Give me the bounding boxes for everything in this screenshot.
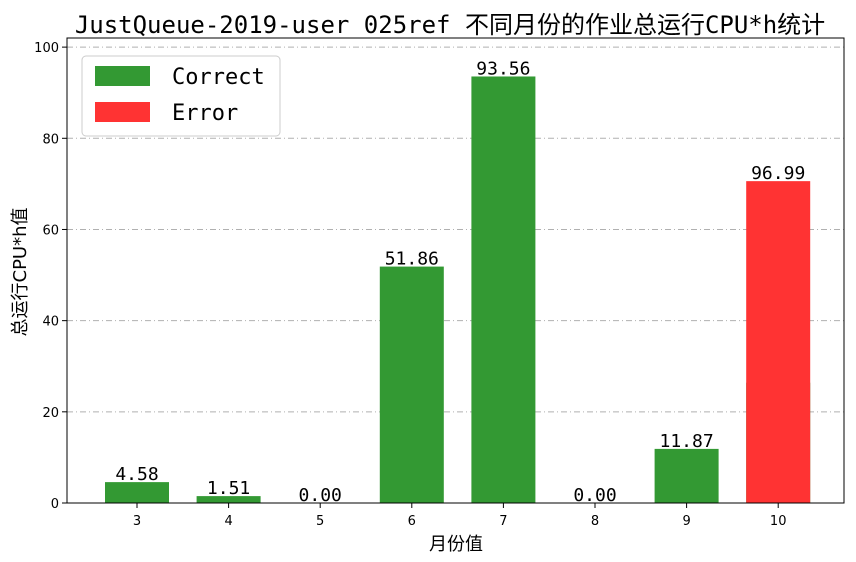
x-tick-label-9: 9 (682, 514, 690, 529)
y-axis-label: 总运行CPU*h值 (10, 207, 31, 336)
data-label-10: 96.99 (751, 163, 805, 184)
data-label-6: 51.86 (385, 249, 439, 270)
y-tick-label: 60 (42, 223, 59, 238)
x-axis-ticks: 3 4 5 6 7 8 9 10 (133, 503, 787, 529)
y-tick-label: 20 (42, 406, 59, 421)
legend-label-error: Error (172, 101, 238, 126)
legend: Correct Error (81, 55, 281, 137)
x-tick-label-10: 10 (770, 514, 787, 529)
x-tick-label-3: 3 (133, 514, 141, 529)
x-tick-label-6: 6 (408, 514, 416, 529)
bar-correct-3 (105, 482, 169, 503)
data-label-8: 0.00 (573, 485, 616, 506)
bar-correct-9 (654, 448, 719, 503)
x-axis-label: 月份值 (429, 534, 483, 555)
legend-label-correct: Correct (172, 65, 265, 90)
bar-error-10 (746, 181, 811, 503)
data-label-9: 11.87 (660, 431, 714, 452)
bars-layer (105, 76, 811, 503)
legend-swatch-error (95, 102, 150, 122)
bar-correct-7 (471, 76, 536, 503)
y-axis-ticks: 0 20 40 60 80 100 (34, 41, 67, 512)
chart-title: JustQueue-2019-user_025ref 不同月份的作业总运行CPU… (75, 11, 825, 39)
data-label-5: 0.00 (299, 485, 342, 506)
y-tick-label: 80 (42, 132, 59, 147)
data-label-3: 4.58 (115, 464, 158, 485)
bar-correct-6 (379, 266, 444, 503)
y-tick-label: 40 (42, 315, 59, 330)
data-labels-layer: 4.58 1.51 0.00 51.86 93.56 0.00 11.87 96.99 (115, 58, 805, 506)
x-tick-label-7: 7 (499, 514, 507, 529)
x-tick-label-8: 8 (591, 514, 599, 529)
legend-swatch-correct (95, 66, 150, 86)
x-tick-label-4: 4 (224, 514, 232, 529)
data-label-4: 1.51 (207, 478, 250, 499)
bar-correct-4 (196, 496, 261, 503)
data-label-7: 93.56 (476, 58, 530, 79)
y-tick-label: 100 (34, 41, 59, 56)
y-tick-label: 0 (51, 497, 59, 512)
x-tick-label-5: 5 (316, 514, 324, 529)
plot-frame (66, 37, 845, 504)
